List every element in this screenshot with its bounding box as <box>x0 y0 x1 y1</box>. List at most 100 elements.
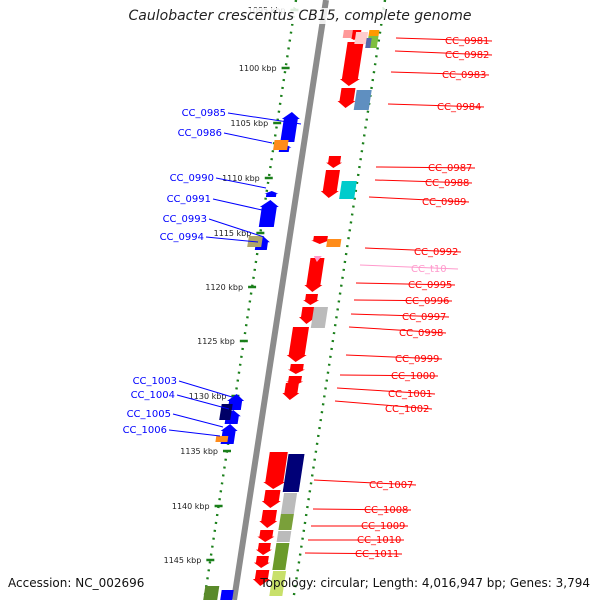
forward-gene-label: CC_0996 <box>405 296 449 307</box>
reverse-gene-label: CC_1005 <box>127 409 171 420</box>
reverse-label-leader <box>172 413 224 428</box>
reverse-gene-label: CC_1004 <box>131 390 175 401</box>
forward-label-leader <box>387 103 485 108</box>
gene-block <box>273 140 289 150</box>
left-ruler-line <box>203 0 298 600</box>
reverse-label-leader <box>208 218 265 238</box>
forward-gene-label: CC_0984 <box>437 102 481 113</box>
gene-block <box>219 404 233 420</box>
forward-gene-label: CC_1010 <box>357 535 401 546</box>
forward-gene-arrow <box>303 294 320 305</box>
forward-gene-arrow <box>299 307 316 324</box>
gene-block <box>282 454 305 492</box>
gene-block <box>326 239 342 247</box>
forward-gene-arrow <box>311 236 330 244</box>
reverse-label-leader <box>212 198 263 211</box>
reverse-label-leader <box>176 394 230 410</box>
forward-label-leader <box>304 552 403 555</box>
forward-gene-arrow <box>255 543 272 555</box>
reverse-gene-label: CC_1006 <box>123 425 167 436</box>
reverse-label-leader <box>215 177 267 189</box>
forward-gene-label: CC_t10 <box>411 264 447 275</box>
gene-block <box>368 30 380 36</box>
reverse-gene-label: CC_0994 <box>160 232 204 243</box>
kbp-tick-label: 1145 kbp <box>164 556 202 565</box>
forward-label-leader <box>394 50 493 56</box>
reverse-gene-label: CC_1003 <box>133 376 177 387</box>
gene-block <box>278 514 294 530</box>
gene-block <box>269 571 287 596</box>
forward-gene-label: CC_1000 <box>391 371 435 382</box>
genome-backbone <box>231 0 329 600</box>
forward-gene-label: CC_0982 <box>445 50 489 61</box>
forward-label-leader <box>353 299 453 302</box>
reverse-gene-label: CC_0985 <box>182 108 226 119</box>
reverse-label-leader <box>227 112 302 125</box>
forward-gene-arrow <box>286 327 309 362</box>
ruler-lines <box>203 0 387 600</box>
reverse-label-leader <box>168 429 221 437</box>
forward-gene-label: CC_0981 <box>445 36 489 47</box>
gene-block <box>339 181 357 199</box>
reverse-label-leader <box>178 380 233 398</box>
gene-block <box>276 531 292 542</box>
gene-block <box>310 307 328 328</box>
forward-label-leader <box>339 374 439 377</box>
forward-gene-label: CC_1011 <box>355 549 399 560</box>
forward-gene-label: CC_1009 <box>361 521 405 532</box>
forward-gene-arrow <box>261 490 281 508</box>
reverse-label-leader <box>205 236 259 243</box>
gene-block <box>220 590 234 600</box>
trna-marker <box>313 256 322 262</box>
accession-text: Accession: NC_002696 <box>8 576 145 590</box>
gene-block <box>342 30 353 38</box>
gene-block <box>354 32 369 44</box>
reverse-gene-arrow <box>264 191 279 197</box>
gene-block <box>272 543 290 570</box>
forward-label-leader <box>313 479 417 486</box>
genome-summary-text: Topology: circular; Length: 4,016,947 bp… <box>260 576 590 590</box>
forward-gene-arrow <box>304 258 325 292</box>
forward-gene-arrow <box>337 88 356 108</box>
kbp-tick-label: 1105 kbp <box>230 119 268 128</box>
forward-label-leader <box>312 508 412 511</box>
gene-labels: CC_0981 CC_0982 CC_0983 CC_0984 CC_0987 CC_09… <box>123 36 490 560</box>
forward-gene-label: CC_0992 <box>414 247 458 258</box>
reverse-gene-label: CC_0993 <box>163 214 207 225</box>
forward-gene-label: CC_0989 <box>422 197 466 208</box>
gene-features <box>203 30 380 600</box>
forward-label-leader <box>355 282 456 286</box>
forward-gene-arrow <box>253 556 270 568</box>
reverse-gene-label: CC_0986 <box>178 128 222 139</box>
kbp-tick-label: 1125 kbp <box>197 337 235 346</box>
forward-gene-label: CC_0995 <box>408 280 452 291</box>
forward-label-leader <box>345 354 443 360</box>
forward-gene-arrow <box>282 383 300 400</box>
right-ruler-line <box>292 0 387 600</box>
forward-gene-arrow <box>288 364 305 374</box>
forward-label-leader <box>390 71 490 76</box>
forward-label-leader <box>375 166 476 169</box>
reverse-label-leader <box>223 132 273 144</box>
forward-gene-label: CC_1002 <box>385 404 429 415</box>
forward-gene-label: CC_0999 <box>395 354 439 365</box>
forward-gene-label: CC_1007 <box>369 480 413 491</box>
forward-label-leader <box>364 247 462 253</box>
gene-block <box>365 38 372 48</box>
forward-gene-label: CC_0988 <box>425 178 469 189</box>
forward-label-leader <box>359 264 459 270</box>
forward-gene-label: CC_0997 <box>402 312 446 323</box>
forward-label-leader <box>336 387 436 395</box>
reverse-gene-arrow <box>258 200 279 227</box>
forward-gene-arrow <box>263 452 288 489</box>
gene-block <box>215 436 229 442</box>
gene-block <box>353 90 372 110</box>
gene-block <box>203 586 220 600</box>
reverse-gene-label: CC_0991 <box>167 194 211 205</box>
label-leaders <box>168 37 493 555</box>
forward-gene-arrow <box>326 156 343 168</box>
kbp-tick-label: 1140 kbp <box>172 502 210 511</box>
forward-label-leader <box>348 326 447 334</box>
